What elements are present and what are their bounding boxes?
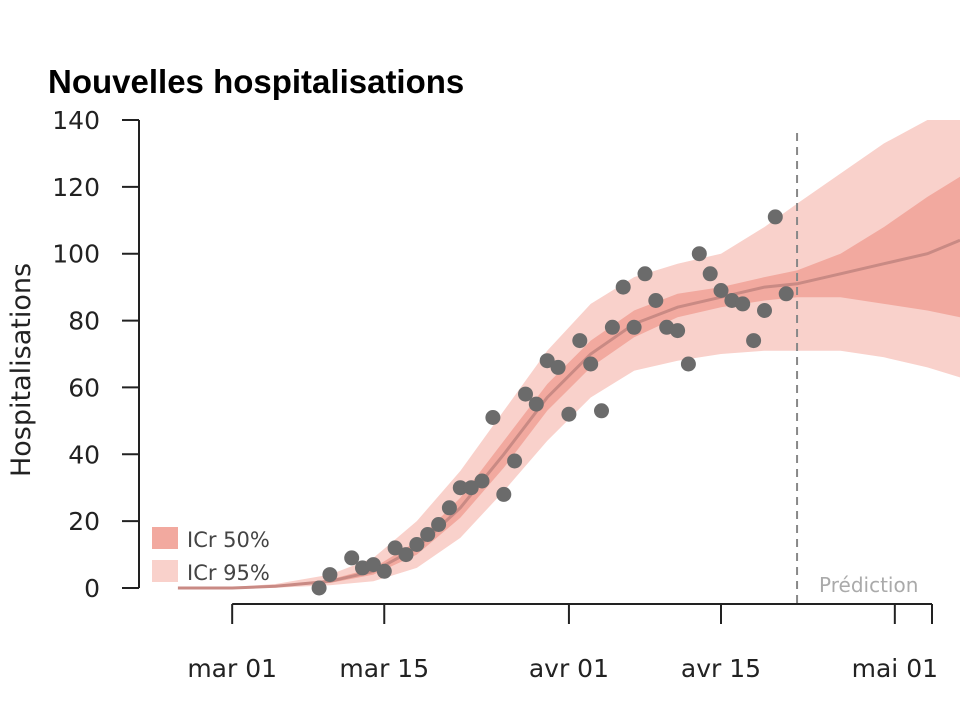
data-point <box>496 486 512 502</box>
y-axis: 0 20 40 60 80 100 120 140 <box>52 106 140 603</box>
data-point <box>463 480 479 496</box>
data-point <box>507 453 523 469</box>
data-point <box>474 473 490 489</box>
ci95-band <box>177 120 960 588</box>
data-point <box>648 293 664 308</box>
data-point <box>528 396 544 412</box>
data-point <box>485 410 501 425</box>
y-axis-label: Hospitalisations <box>6 263 37 477</box>
y-tick-label: 0 <box>84 574 100 603</box>
data-point <box>420 527 436 542</box>
ci50-band <box>177 176 960 589</box>
data-point <box>550 359 566 375</box>
y-tick-label: 140 <box>52 106 100 135</box>
data-point <box>441 500 457 516</box>
data-point <box>594 403 609 419</box>
data-point <box>431 517 447 532</box>
y-tick-label: 40 <box>68 440 100 469</box>
x-tick-label: mar 01 <box>187 654 277 683</box>
x-tick-label: mai 01 <box>852 654 938 683</box>
x-tick-label: avr 15 <box>681 654 761 683</box>
x-tick-label: mar 15 <box>339 654 429 683</box>
data-point <box>670 323 686 339</box>
data-point <box>539 353 555 369</box>
data-point <box>452 480 468 496</box>
data-point <box>746 333 762 349</box>
data-point <box>583 356 599 372</box>
data-point <box>572 333 588 349</box>
data-point <box>702 266 718 282</box>
plot-area: Prédiction <box>177 120 960 603</box>
data-point <box>387 540 403 556</box>
observed-points <box>311 209 794 596</box>
data-point <box>311 580 327 596</box>
data-point <box>615 279 631 295</box>
y-tick-label: 20 <box>68 507 100 536</box>
prediction-label: Prédiction <box>819 573 918 597</box>
legend-swatch-ci95 <box>152 560 178 582</box>
data-point <box>322 567 338 583</box>
legend: ICr 50% ICr 95% <box>152 527 270 585</box>
data-point <box>680 356 696 372</box>
data-point <box>691 246 707 262</box>
data-point <box>767 209 783 225</box>
data-point <box>344 550 360 566</box>
data-point <box>376 563 392 579</box>
y-tick-label: 60 <box>68 373 100 402</box>
legend-label-ci95: ICr 95% <box>187 561 270 585</box>
data-point <box>778 286 794 302</box>
legend-swatch-ci50 <box>152 527 178 549</box>
data-point <box>735 296 751 312</box>
data-point <box>398 547 414 563</box>
y-tick-label: 100 <box>52 240 100 269</box>
data-point <box>713 283 729 298</box>
legend-label-ci50: ICr 50% <box>187 528 270 552</box>
data-point <box>561 406 577 422</box>
data-point <box>518 386 533 402</box>
data-point <box>409 537 425 552</box>
data-point <box>637 266 653 282</box>
data-point <box>757 303 772 318</box>
chart-title: Nouvelles hospitalisations <box>48 63 464 100</box>
x-axis: mar 01 mar 15 avr 01 avr 15 mai 01 <box>187 603 938 683</box>
y-tick-label: 80 <box>68 307 100 336</box>
data-point <box>626 319 642 335</box>
data-point <box>604 319 620 335</box>
data-point <box>365 557 381 573</box>
x-tick-label: avr 01 <box>529 654 609 683</box>
y-tick-label: 120 <box>52 173 100 202</box>
